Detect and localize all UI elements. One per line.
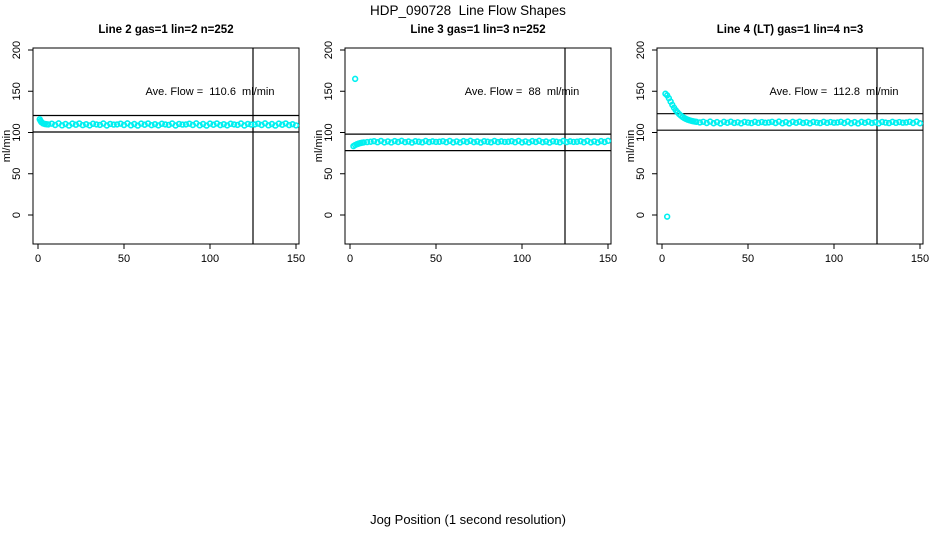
svg-text:200: 200 (635, 41, 647, 59)
scatter-plot-line3: 0 50 100 150 200 0 50 100 150 ml/min (313, 41, 617, 265)
svg-text:0: 0 (347, 253, 353, 265)
svg-text:150: 150 (599, 253, 617, 265)
figure-title: HDP_090728 Line Flow Shapes (370, 3, 566, 18)
svg-text:150: 150 (11, 82, 23, 100)
svg-text:50: 50 (323, 168, 335, 180)
svg-text:100: 100 (825, 253, 843, 265)
svg-text:200: 200 (323, 41, 335, 59)
panel-line4: Line 4 (LT) gas=1 lin=4 n=3 0 50 100 150 200… (624, 20, 936, 280)
svg-text:0: 0 (659, 253, 665, 265)
scatter-plot-line2: 0 50 100 150 200 0 50 100 150 ml/min (1, 41, 305, 265)
panel-line2: Line 2 gas=1 lin=2 n=252 0 50 100 150 200 0 50… (0, 20, 312, 280)
svg-text:0: 0 (35, 253, 41, 265)
svg-text:100: 100 (635, 123, 647, 141)
svg-text:150: 150 (323, 82, 335, 100)
svg-text:50: 50 (118, 253, 130, 265)
svg-text:150: 150 (635, 82, 647, 100)
svg-text:200: 200 (11, 41, 23, 59)
svg-text:0: 0 (635, 212, 647, 218)
svg-text:50: 50 (742, 253, 754, 265)
svg-text:50: 50 (11, 168, 23, 180)
svg-text:100: 100 (323, 123, 335, 141)
svg-text:100: 100 (11, 123, 23, 141)
svg-text:100: 100 (513, 253, 531, 265)
svg-text:0: 0 (11, 212, 23, 218)
svg-text:ml/min: ml/min (1, 130, 13, 162)
panel-line3-title: Line 3 gas=1 lin=3 n=252 (410, 24, 546, 36)
panel-line3: Line 3 gas=1 lin=3 n=252 0 50 100 150 200 0 50… (312, 20, 624, 280)
svg-text:0: 0 (323, 212, 335, 218)
scatter-plot-line4: 0 50 100 150 200 0 50 100 150 ml/min (625, 41, 929, 265)
svg-text:50: 50 (635, 168, 647, 180)
svg-text:100: 100 (201, 253, 219, 265)
svg-text:50: 50 (430, 253, 442, 265)
svg-text:ml/min: ml/min (313, 130, 325, 162)
panel-line2-ave-flow-annotation: Ave. Flow = 110.6 ml/min (145, 86, 275, 98)
svg-text:150: 150 (287, 253, 305, 265)
svg-text:ml/min: ml/min (625, 130, 637, 162)
panel-line3-ave-flow-annotation: Ave. Flow = 88 ml/min (464, 86, 580, 98)
panel-line2-title: Line 2 gas=1 lin=2 n=252 (98, 24, 234, 36)
panel-line4-ave-flow-annotation: Ave. Flow = 112.8 ml/min (769, 86, 899, 98)
svg-text:150: 150 (911, 253, 929, 265)
x-axis-label: Jog Position (1 second resolution) (370, 512, 566, 527)
panel-line4-title: Line 4 (LT) gas=1 lin=4 n=3 (716, 24, 864, 36)
